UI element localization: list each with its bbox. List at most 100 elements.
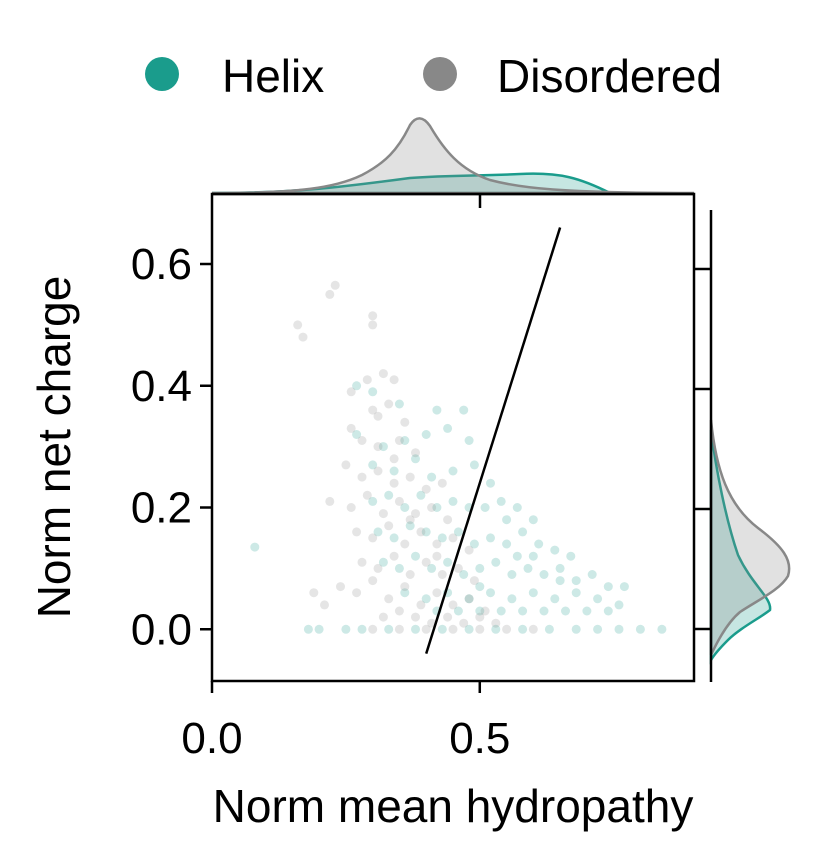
scatter-point-disordered <box>464 545 474 555</box>
scatter-point-helix <box>566 551 576 561</box>
scatter-point-helix <box>571 588 581 598</box>
scatter-point-helix <box>432 405 442 415</box>
scatter-point-helix <box>614 600 624 610</box>
scatter-point-disordered <box>502 624 512 634</box>
scatter-point-helix <box>507 594 517 604</box>
scatter-point-disordered <box>378 612 388 622</box>
scatter-point-helix <box>384 624 394 634</box>
scatter-point-helix <box>443 557 453 567</box>
scatter-point-helix <box>411 624 420 634</box>
scatter-point-helix <box>614 624 624 634</box>
scatter-point-disordered <box>378 369 388 379</box>
y-axis-ticks: 0.0 0.2 0.4 0.6 <box>131 240 212 654</box>
scatter-point-disordered <box>320 600 329 610</box>
scatter-point-disordered <box>346 503 356 512</box>
x-axis-ticks: 0.0 0.5 <box>181 681 510 763</box>
scatter-point-helix <box>352 430 362 439</box>
scatter-point-disordered <box>437 478 447 488</box>
scatter-point-disordered <box>368 311 378 321</box>
y-tick-label: 0.0 <box>131 605 192 654</box>
scatter-point-disordered <box>368 320 378 330</box>
right-marginal-density <box>695 210 791 682</box>
scatter-point-helix <box>384 490 394 500</box>
scatter-point-helix <box>368 496 378 506</box>
top-marginal-density <box>211 117 695 196</box>
scatter-point-helix <box>352 381 362 391</box>
legend-label-helix: Helix <box>222 50 324 102</box>
scatter-point-helix <box>250 542 260 552</box>
scatter-point-helix <box>528 551 538 561</box>
scatter-point-disordered <box>336 582 345 592</box>
scatter-point-helix <box>437 533 447 543</box>
scatter-point-helix <box>394 563 404 573</box>
scatter-point-disordered <box>448 624 458 634</box>
scatter-point-disordered <box>432 539 442 549</box>
scatter-point-helix <box>453 606 463 616</box>
scatter-point-disordered <box>389 454 399 464</box>
scatter-point-disordered <box>368 533 378 543</box>
scatter-point-disordered <box>352 588 362 598</box>
scatter-point-disordered <box>400 539 410 549</box>
scatter-point-helix <box>528 588 538 598</box>
scatter-point-helix <box>635 624 645 634</box>
scatter-point-disordered <box>411 509 420 519</box>
legend-label-disordered: Disordered <box>497 50 722 102</box>
scatter-point-disordered <box>373 563 383 573</box>
scatter-point-disordered <box>448 600 458 610</box>
scatter-point-helix <box>400 588 410 598</box>
scatter-point-helix <box>368 387 378 397</box>
scatter-point-helix <box>587 570 597 579</box>
scatter-point-disordered <box>373 411 383 421</box>
legend-marker-disordered <box>423 57 457 91</box>
scatter-point-helix <box>491 557 501 567</box>
scatter-point-helix <box>378 442 388 452</box>
scatter-point-disordered <box>464 594 474 604</box>
scatter-point-helix <box>405 521 415 531</box>
scatter-point-helix <box>571 624 581 634</box>
scatter-point-disordered <box>293 320 303 330</box>
scatter-point-helix <box>657 624 667 634</box>
scatter-point-disordered <box>491 618 501 628</box>
scatter-point-helix <box>502 539 512 549</box>
scatter-point-helix <box>496 496 506 506</box>
scatter-point-helix <box>378 557 388 567</box>
scatter-point-disordered <box>362 490 372 500</box>
right-density-disordered <box>709 419 791 656</box>
scatter-point-helix <box>550 545 560 555</box>
x-tick-label: 0.5 <box>449 714 510 763</box>
scatter-point-disordered <box>384 594 394 604</box>
scatter-point-helix <box>518 606 528 616</box>
scatter-point-disordered <box>309 588 319 598</box>
scatter-point-disordered <box>437 570 447 579</box>
scatter-point-helix <box>464 436 474 445</box>
scatter-point-disordered <box>432 551 442 561</box>
scatter-point-disordered <box>389 478 399 488</box>
scatter-point-disordered <box>400 582 410 592</box>
scatter-point-helix <box>357 624 367 634</box>
scatter-point-disordered <box>411 612 420 622</box>
scatter-point-helix <box>475 606 485 616</box>
scatter-point-disordered <box>421 484 431 494</box>
scatter-point-disordered <box>405 570 415 579</box>
scatter-point-disordered <box>298 332 308 342</box>
scatter-point-helix <box>341 624 351 634</box>
scatter-point-helix <box>421 430 431 439</box>
scatter-point-helix <box>443 423 453 433</box>
scatter-point-disordered <box>400 417 410 427</box>
scatter-point-helix <box>314 624 324 634</box>
x-tick-label: 0.0 <box>181 714 242 763</box>
scatter-point-helix <box>502 515 512 525</box>
scatter-point-disordered <box>394 436 404 445</box>
y-tick-label: 0.2 <box>131 484 192 533</box>
scatter-point-disordered <box>368 405 378 415</box>
scatter-point-helix <box>603 606 613 616</box>
scatter-point-disordered <box>528 624 538 634</box>
scatter-point-disordered <box>448 533 458 543</box>
scatter-point-helix <box>373 527 383 537</box>
plot-area <box>210 192 696 683</box>
scatter-point-helix <box>518 624 528 634</box>
scatter-point-helix <box>512 503 522 512</box>
scatter-point-helix <box>544 624 554 634</box>
scatter-point-helix <box>555 576 565 586</box>
scatter-point-disordered <box>394 624 404 634</box>
